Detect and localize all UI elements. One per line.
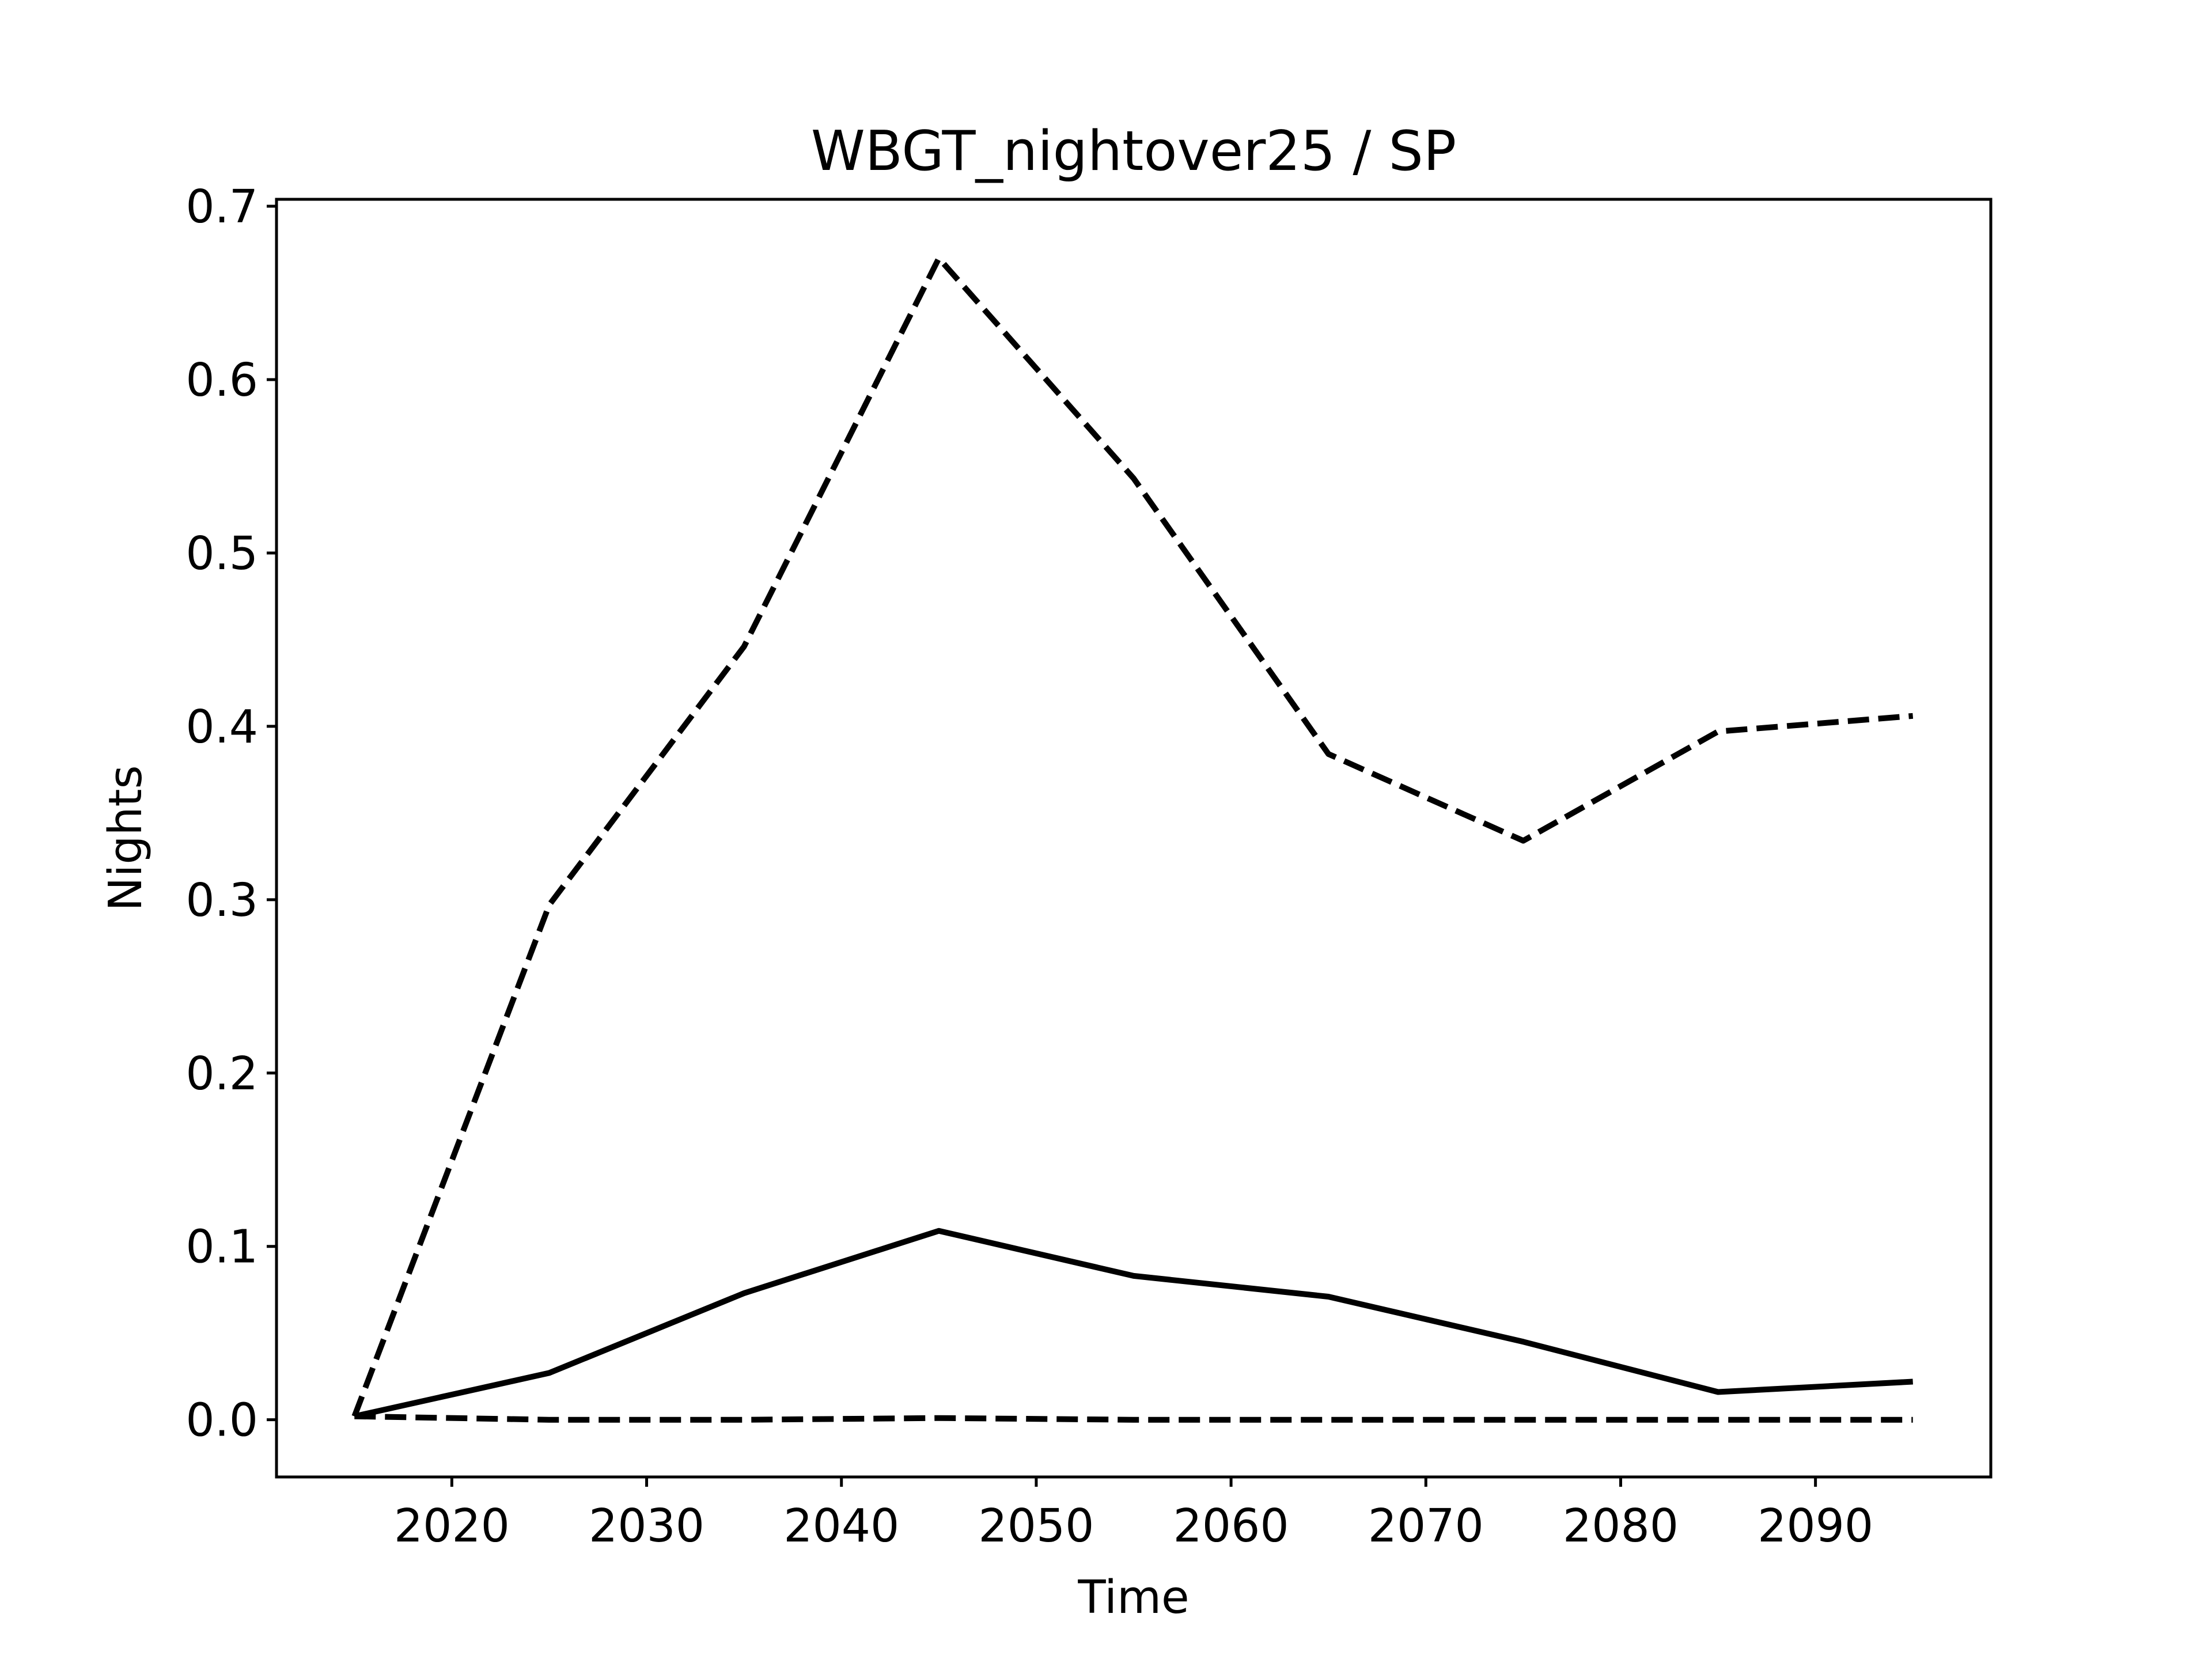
y-tick-label: 0.1: [185, 1221, 258, 1274]
x-tick-label: 2020: [394, 1499, 510, 1552]
axes-frame: [275, 198, 1993, 1479]
plot-area: [351, 255, 1914, 1423]
y-tick-label: 0.0: [185, 1394, 258, 1447]
y-tick-label: 0.3: [185, 874, 258, 927]
series-line-3-dashed: [354, 1413, 1913, 1423]
x-tick-label: 2080: [1563, 1499, 1679, 1552]
y-axis: 0.0 0.1 0.2 0.3 0.4 0.5 0.6 0.7: [185, 180, 276, 1447]
series-line-1-dashed: [351, 255, 1914, 1418]
y-axis-label: Nights: [99, 765, 152, 911]
series-line-2-solid: [354, 1228, 1913, 1419]
y-tick-label: 0.6: [185, 354, 258, 407]
x-tick-label: 2090: [1758, 1499, 1873, 1552]
x-tick-label: 2050: [978, 1499, 1094, 1552]
y-tick-label: 0.4: [185, 700, 258, 753]
y-tick-label: 0.2: [185, 1047, 258, 1100]
x-tick-label: 2040: [783, 1499, 899, 1552]
x-tick-label: 2030: [589, 1499, 704, 1552]
x-tick-label: 2070: [1368, 1499, 1484, 1552]
x-tick-label: 2060: [1173, 1499, 1289, 1552]
x-axis: 2020 2030 2040 2050 2060 2070 2080 2090: [394, 1477, 1873, 1552]
y-tick-label: 0.5: [185, 527, 258, 580]
chart-title: WBGT_nightover25 / SP: [811, 120, 1456, 183]
y-tick-label: 0.7: [185, 180, 258, 233]
x-axis-label: Time: [1077, 1571, 1189, 1624]
